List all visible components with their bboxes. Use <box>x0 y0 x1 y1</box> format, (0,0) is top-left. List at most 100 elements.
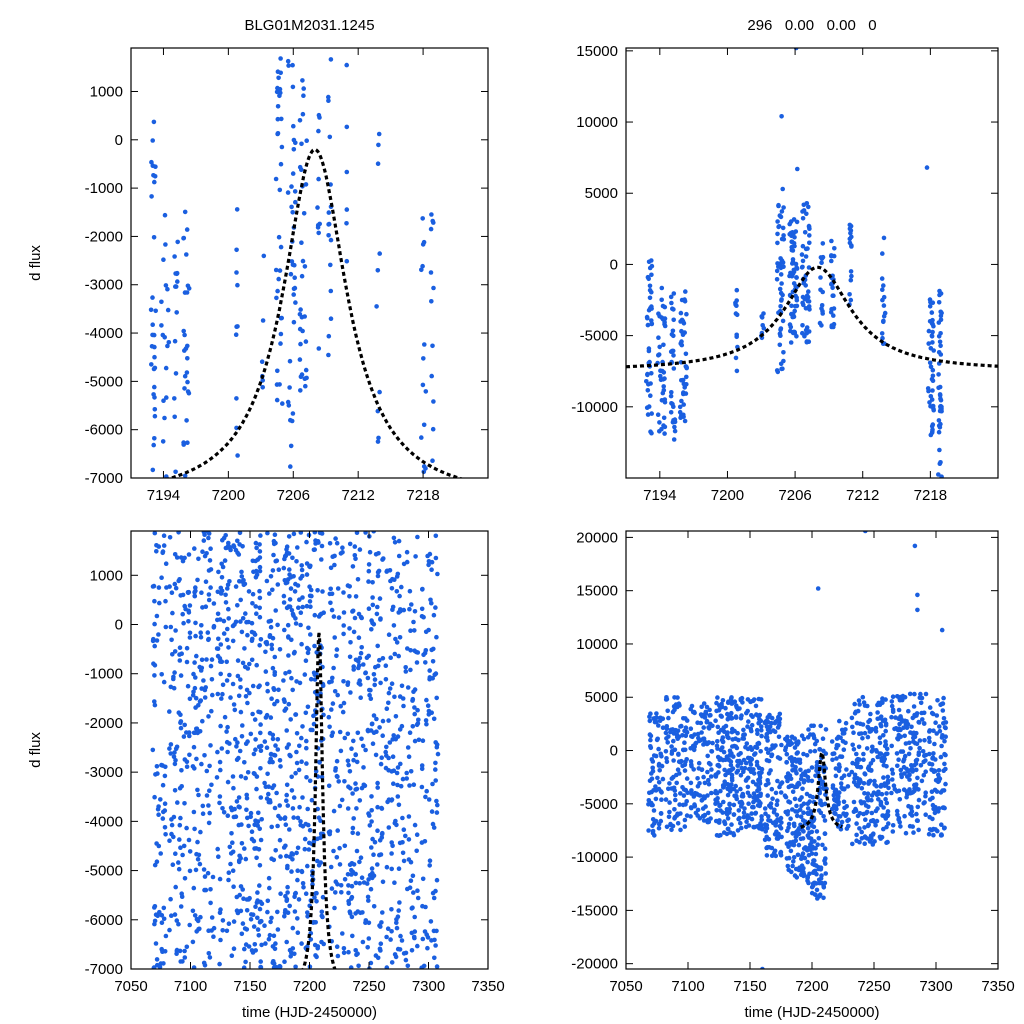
data-point <box>328 600 333 606</box>
data-point <box>777 716 782 722</box>
data-point <box>745 708 750 714</box>
data-point <box>683 787 689 793</box>
data-point <box>375 569 381 575</box>
data-point <box>272 805 278 811</box>
data-point <box>718 808 723 813</box>
data-point <box>369 627 374 632</box>
data-point <box>287 597 293 602</box>
data-point <box>807 240 812 246</box>
data-point <box>168 742 174 747</box>
data-point <box>776 224 782 229</box>
y-tick-label: -1000 <box>85 180 123 197</box>
data-point <box>177 948 183 954</box>
data-point <box>425 553 430 559</box>
data-point <box>365 675 371 681</box>
data-point <box>216 636 221 642</box>
data-point <box>734 334 739 340</box>
x-tick-label: 7218 <box>406 487 439 504</box>
data-point <box>287 669 292 675</box>
data-point <box>378 761 384 767</box>
data-point <box>772 720 778 726</box>
data-point <box>394 917 399 922</box>
data-point <box>305 650 311 656</box>
data-point <box>163 365 169 371</box>
data-point <box>880 251 885 256</box>
data-point <box>838 781 844 786</box>
data-point <box>815 586 821 591</box>
data-point <box>301 86 307 91</box>
data-point <box>172 396 177 401</box>
data-point <box>698 720 704 726</box>
y-tick-label: 15000 <box>576 583 618 600</box>
data-point <box>819 260 824 266</box>
data-point <box>154 613 160 619</box>
data-point <box>831 313 836 318</box>
data-point <box>315 806 321 812</box>
data-point <box>286 653 291 658</box>
data-point <box>919 710 924 716</box>
data-point <box>348 965 354 969</box>
data-point <box>152 699 157 704</box>
data-point <box>823 727 829 732</box>
data-point <box>671 307 676 312</box>
data-point <box>940 805 946 810</box>
data-point <box>149 362 154 367</box>
data-point <box>742 765 748 771</box>
data-point <box>779 366 784 372</box>
data-point <box>295 845 301 851</box>
data-point <box>881 826 886 832</box>
data-point <box>380 656 386 661</box>
data-point <box>932 741 937 747</box>
data-point <box>668 294 674 300</box>
data-point <box>936 429 942 435</box>
data-point <box>881 319 886 325</box>
data-point <box>377 946 383 952</box>
data-point <box>204 531 210 534</box>
data-point <box>751 791 757 796</box>
data-point <box>302 846 308 852</box>
data-point <box>214 775 220 780</box>
data-point <box>389 681 395 686</box>
data-point <box>875 710 880 715</box>
data-point <box>708 816 713 821</box>
data-point <box>835 818 840 823</box>
data-point <box>682 747 688 753</box>
data-point <box>775 261 780 266</box>
data-point <box>886 821 891 826</box>
data-point <box>857 757 862 762</box>
data-point <box>415 707 420 713</box>
data-point <box>157 909 162 915</box>
data-point <box>384 864 390 870</box>
data-point <box>745 784 751 790</box>
data-point <box>224 729 229 734</box>
data-point <box>861 781 867 786</box>
data-point <box>806 852 812 858</box>
data-point <box>184 370 190 375</box>
data-point <box>372 839 378 845</box>
data-point <box>344 258 350 264</box>
data-point <box>674 780 679 786</box>
data-point <box>263 784 269 790</box>
data-point <box>297 118 303 123</box>
data-point <box>253 611 259 616</box>
data-point <box>769 853 775 858</box>
data-point <box>804 330 809 336</box>
data-point <box>670 709 676 715</box>
data-point <box>684 799 689 804</box>
data-point <box>306 647 311 652</box>
data-point <box>923 793 928 799</box>
data-point <box>829 306 834 312</box>
data-point <box>185 590 191 596</box>
data-point <box>345 758 351 764</box>
data-point <box>834 795 840 801</box>
data-point <box>658 751 663 757</box>
data-point <box>917 745 922 751</box>
data-point <box>902 733 907 739</box>
data-point <box>337 862 343 867</box>
data-point <box>245 815 250 821</box>
data-point <box>375 268 381 273</box>
data-point <box>671 758 676 763</box>
data-point <box>769 752 775 757</box>
data-point <box>357 881 363 886</box>
data-point <box>246 823 251 829</box>
